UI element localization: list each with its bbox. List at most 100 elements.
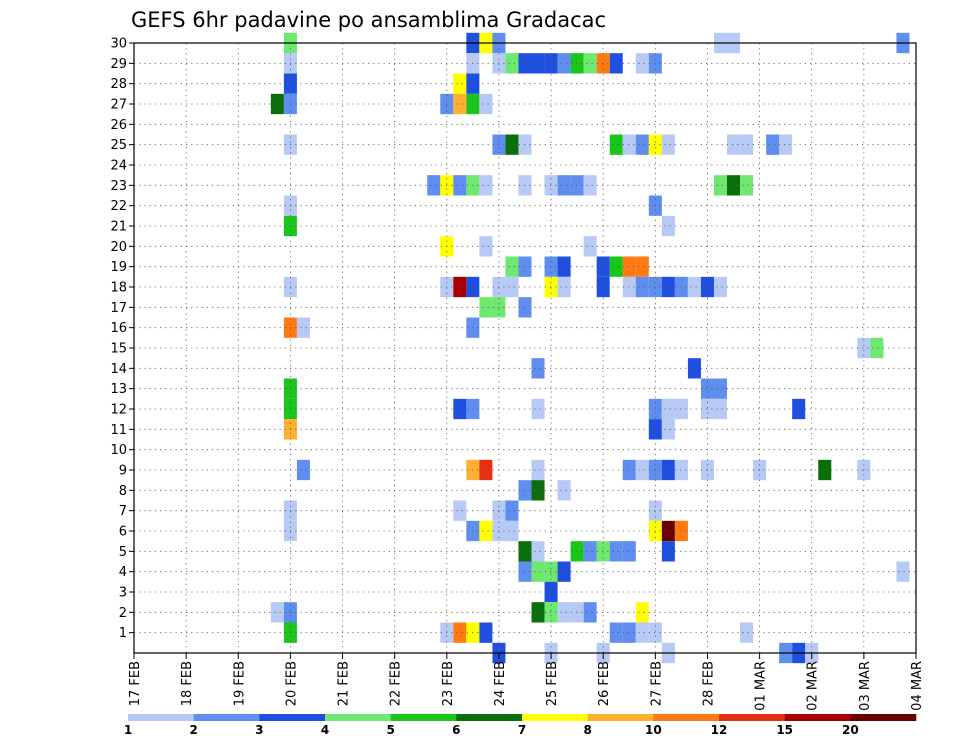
heatmap-cell bbox=[661, 459, 675, 481]
heatmap-cell bbox=[622, 256, 636, 277]
y-tick-label: 5 bbox=[119, 545, 127, 560]
heatmap-cell bbox=[792, 398, 806, 420]
heatmap-cell bbox=[661, 419, 675, 440]
y-tick-label: 3 bbox=[119, 586, 127, 601]
x-tick-label: 04 MAR bbox=[910, 661, 925, 711]
heatmap-cell bbox=[453, 398, 467, 420]
color-legend: 1 2 3 4 5 6 7 8 10 12 15 20 bbox=[124, 714, 917, 737]
y-tick-label: 28 bbox=[110, 77, 127, 92]
heatmap-cell bbox=[661, 520, 675, 542]
heatmap-cell bbox=[766, 134, 780, 155]
heatmap-cell bbox=[609, 541, 623, 562]
heatmap-cell bbox=[648, 419, 662, 440]
legend-label: 15 bbox=[776, 723, 793, 737]
heatmap-cell bbox=[583, 541, 597, 562]
heatmap-cell bbox=[648, 520, 662, 542]
y-tick-label: 18 bbox=[110, 281, 127, 296]
y-tick-label: 11 bbox=[110, 423, 127, 438]
y-tick-label: 13 bbox=[110, 382, 127, 397]
heatmap-cell bbox=[453, 622, 467, 643]
heatmap-cell bbox=[713, 175, 728, 196]
heatmap-cell bbox=[687, 276, 701, 298]
heatmap-cell bbox=[740, 134, 754, 155]
y-tick-label: 12 bbox=[110, 403, 127, 418]
heatmap-cell bbox=[713, 378, 728, 399]
legend-label: 2 bbox=[189, 723, 197, 737]
legend-label: 10 bbox=[645, 723, 662, 737]
heatmap-cell bbox=[674, 459, 688, 481]
heatmap-cell bbox=[740, 622, 754, 643]
heatmap-cell bbox=[648, 53, 662, 74]
heatmap-cell bbox=[609, 53, 623, 74]
heatmap-cell bbox=[609, 256, 623, 277]
heatmap-cell bbox=[870, 337, 884, 359]
heatmap-cell bbox=[505, 520, 519, 542]
heatmap-cell bbox=[727, 134, 741, 155]
heatmap-cell bbox=[700, 276, 714, 298]
heatmap-cell bbox=[531, 541, 545, 562]
legend-label: 4 bbox=[321, 723, 329, 737]
heatmap-cell bbox=[635, 459, 649, 481]
heatmap-cell bbox=[635, 134, 649, 155]
heatmap-cell bbox=[557, 175, 571, 196]
y-tick-label: 15 bbox=[110, 342, 127, 357]
heatmap-cell bbox=[583, 53, 597, 74]
heatmap-cell bbox=[531, 358, 545, 379]
heatmap-cell bbox=[609, 134, 623, 155]
heatmap-cell bbox=[479, 93, 493, 115]
heatmap-cell bbox=[531, 602, 545, 623]
heatmap-cell bbox=[479, 459, 493, 481]
heatmap-cell bbox=[557, 602, 571, 623]
heatmap-cell bbox=[648, 134, 662, 155]
heatmap-cell bbox=[674, 398, 688, 420]
heatmap-cell bbox=[700, 398, 714, 420]
heatmap-cell bbox=[453, 93, 467, 115]
y-tick-label: 1 bbox=[119, 626, 127, 641]
legend-swatch bbox=[325, 714, 391, 721]
legend-swatch bbox=[784, 714, 851, 721]
heatmap-cell bbox=[479, 622, 493, 643]
heatmap-cell bbox=[557, 561, 571, 582]
heatmap-cell bbox=[622, 541, 636, 562]
y-tick-label: 29 bbox=[110, 57, 127, 72]
y-tick-label: 24 bbox=[110, 159, 127, 174]
heatmap-cell bbox=[583, 602, 597, 623]
heatmap-cell bbox=[622, 276, 636, 298]
y-tick-label: 8 bbox=[119, 484, 127, 499]
x-tick-label: 17 FEB bbox=[128, 661, 143, 706]
heatmap-cell bbox=[648, 398, 662, 420]
legend-label: 8 bbox=[583, 723, 591, 737]
y-tick-label: 10 bbox=[110, 443, 127, 458]
heatmap-cell bbox=[505, 500, 519, 521]
heatmap-cell bbox=[270, 602, 284, 623]
x-tick-label: 18 FEB bbox=[180, 661, 195, 706]
heatmap-cell bbox=[505, 53, 519, 74]
heatmap-cell bbox=[713, 398, 728, 420]
heatmap-cell bbox=[427, 175, 441, 196]
chart-title: GEFS 6hr padavine po ansamblima Gradacac bbox=[131, 8, 606, 32]
heatmap-cell bbox=[779, 134, 793, 155]
heatmap-cell bbox=[505, 276, 519, 298]
heatmap-cell bbox=[453, 73, 467, 94]
legend-label: 20 bbox=[842, 723, 859, 737]
heatmap-cell bbox=[453, 500, 467, 521]
x-tick-label: 24 FEB bbox=[493, 661, 508, 706]
x-tick-label: 02 MAR bbox=[806, 661, 821, 711]
legend-swatch bbox=[850, 714, 917, 721]
heatmap-cell bbox=[635, 53, 649, 74]
heatmap-cell bbox=[505, 256, 519, 277]
heatmap-cell bbox=[583, 236, 597, 257]
x-tick-label: 26 FEB bbox=[597, 661, 612, 706]
heatmap-cell bbox=[700, 378, 714, 399]
heatmap-cell bbox=[674, 520, 688, 542]
heatmap-cell bbox=[531, 459, 545, 481]
heatmap-cell bbox=[557, 276, 571, 298]
heatmap-cell bbox=[479, 297, 493, 318]
heatmap-cell bbox=[648, 500, 662, 521]
legend-swatch bbox=[522, 714, 588, 721]
heatmap-cell bbox=[270, 93, 284, 115]
heatmap-cell bbox=[661, 134, 675, 155]
y-tick-label: 20 bbox=[110, 240, 127, 255]
y-tick-label: 4 bbox=[119, 565, 127, 580]
heatmap-cell bbox=[648, 622, 662, 643]
